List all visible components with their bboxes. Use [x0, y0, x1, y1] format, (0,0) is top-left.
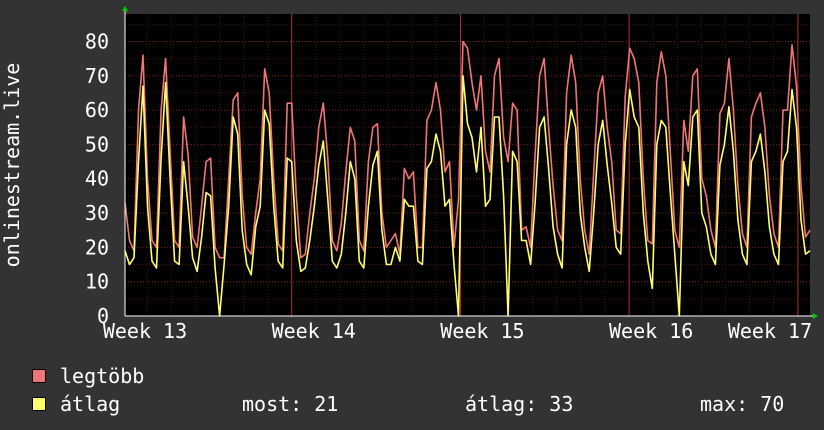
legend-swatch-max [32, 369, 46, 383]
x-tick-label: Week 14 [272, 319, 356, 343]
y-tick-label: 0 [97, 304, 109, 328]
series-layer [124, 40, 811, 317]
x-tick-label: Week 13 [103, 319, 187, 343]
legend: legtöbb átlag [32, 362, 144, 418]
legend-label-max: legtöbb [60, 364, 145, 388]
y-axis-arrow-icon [122, 6, 128, 11]
legend-item-max: legtöbb [32, 362, 144, 390]
x-tick-label: Week 15 [440, 319, 524, 343]
y-tick-label: 80 [85, 29, 109, 53]
y-tick-label: 70 [85, 64, 109, 88]
y-tick-label: 10 [85, 270, 109, 294]
stat-avg: átlag: 33 [465, 392, 574, 416]
y-tick-label: 50 [85, 132, 109, 156]
x-tick-labels: Week 13 Week 14 Week 15 Week 16 Week 17 [103, 319, 812, 343]
stat-max: max: 70 [700, 392, 785, 416]
y-tick-labels: 0 10 20 30 40 50 60 70 80 [85, 29, 109, 328]
legend-label-avg: átlag [60, 392, 121, 416]
series-line-atlag [124, 75, 811, 317]
plot-area [125, 14, 810, 316]
x-axis-arrow-icon [813, 313, 818, 319]
series-line-legtobb [124, 40, 811, 259]
y-tick-label: 60 [85, 98, 109, 122]
legend-swatch-avg [32, 397, 46, 411]
axes [122, 6, 818, 319]
y-tick-label: 30 [85, 201, 109, 225]
x-tick-label: Week 17 [728, 319, 812, 343]
stat-now: most: 21 [242, 392, 339, 416]
y-tick-label: 20 [85, 235, 109, 259]
x-tick-label: Week 16 [609, 319, 693, 343]
y-tick-label: 40 [85, 167, 109, 191]
legend-item-avg: átlag [32, 390, 144, 418]
y-axis-label: onlinestream.live [0, 63, 24, 268]
